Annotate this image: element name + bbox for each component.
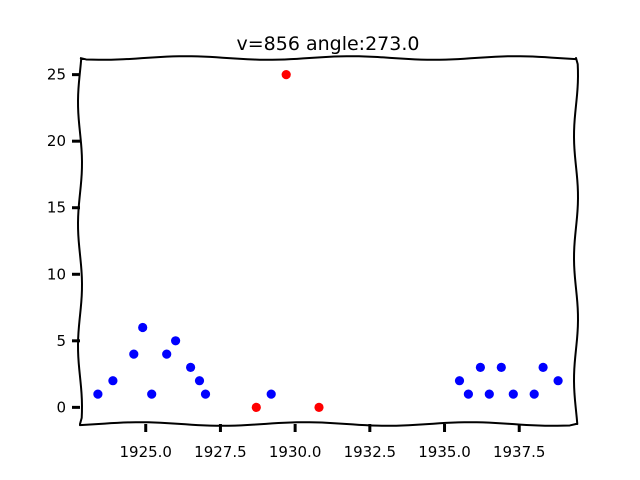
- blue-data-point: [538, 362, 548, 372]
- x-tick-label: 1937.5: [493, 443, 546, 461]
- red-data-point: [251, 402, 261, 412]
- blue-data-point: [463, 389, 473, 399]
- blue-data-point: [186, 362, 196, 372]
- chart-title: v=856 angle:273.0: [237, 33, 420, 55]
- blue-data-point: [171, 336, 181, 346]
- blue-data-point: [129, 349, 139, 359]
- blue-data-point: [475, 362, 485, 372]
- plot-frame: [77, 55, 579, 427]
- x-tick-label: 1927.5: [194, 443, 247, 461]
- red-data-point: [281, 70, 291, 80]
- blue-data-point: [93, 389, 103, 399]
- y-axis-ticks: 0 5 10 15 20 25: [47, 66, 80, 416]
- y-tick-label: 15: [47, 199, 66, 217]
- blue-data-point: [162, 349, 172, 359]
- y-tick-label: 0: [56, 398, 66, 416]
- y-tick-label: 5: [56, 332, 66, 350]
- blue-data-point: [200, 389, 211, 399]
- blue-data-point: [454, 376, 465, 386]
- blue-data-point: [147, 389, 157, 399]
- x-tick-label: 1932.5: [344, 443, 397, 461]
- y-tick-label: 10: [47, 265, 66, 283]
- blue-data-point: [138, 322, 148, 333]
- blue-data-point: [508, 389, 518, 399]
- x-tick-label: 1930.0: [269, 443, 322, 461]
- blue-data-point: [553, 376, 563, 386]
- x-tick-label: 1925.0: [119, 443, 172, 461]
- blue-data-point: [194, 376, 205, 386]
- blue-data-point: [496, 362, 506, 372]
- red-data-point: [314, 402, 324, 412]
- blue-data-point: [108, 376, 118, 386]
- blue-data-point: [484, 389, 494, 399]
- blue-data-point: [266, 389, 276, 399]
- y-tick-label: 20: [47, 132, 66, 150]
- y-tick-label: 25: [47, 66, 66, 84]
- x-axis-ticks: 1925.0 1927.5 1930.0 1932.5 1935.0 1937.5: [119, 424, 545, 461]
- blue-data-point: [529, 389, 539, 399]
- x-tick-label: 1935.0: [418, 443, 471, 461]
- data-points: [93, 70, 563, 412]
